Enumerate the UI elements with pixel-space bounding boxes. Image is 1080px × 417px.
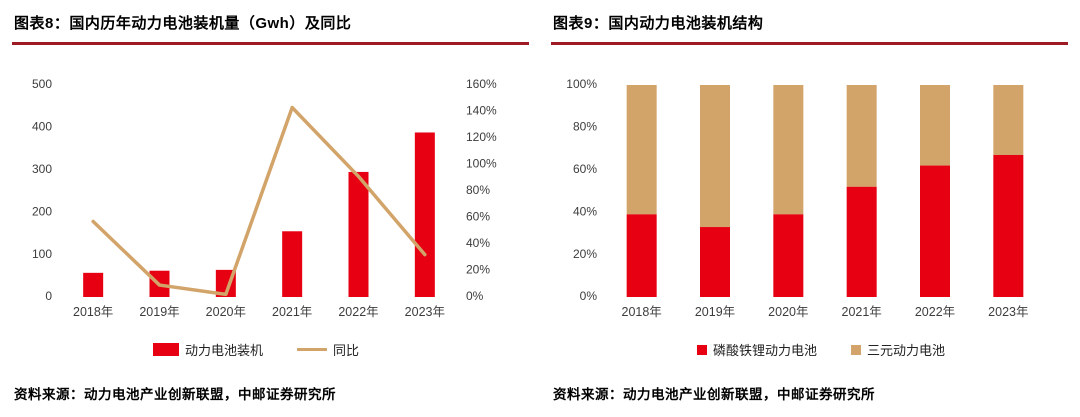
svg-text:2020年: 2020年: [206, 305, 246, 319]
svg-text:80%: 80%: [466, 183, 490, 197]
svg-text:2018年: 2018年: [73, 305, 113, 319]
figure8-source: 资料来源：动力电池产业创新联盟，中邮证券研究所: [14, 387, 336, 402]
svg-text:2020年: 2020年: [768, 305, 808, 319]
svg-text:120%: 120%: [466, 130, 497, 144]
svg-text:0%: 0%: [580, 289, 598, 303]
legend-item-yoy: 同比: [297, 340, 359, 359]
svg-text:500: 500: [32, 77, 52, 91]
svg-text:60%: 60%: [573, 162, 597, 176]
svg-text:2019年: 2019年: [139, 305, 179, 319]
svg-text:2022年: 2022年: [915, 305, 955, 319]
svg-text:160%: 160%: [466, 77, 497, 91]
svg-text:100: 100: [32, 247, 52, 261]
legend-item-ternary: 三元动力电池: [851, 340, 945, 359]
svg-text:2023年: 2023年: [405, 305, 445, 319]
figure9-panel: 图表9：国内动力电池装机结构 0% 20% 40% 60% 80% 100% 2018年 20…: [551, 0, 1068, 417]
svg-text:2018年: 2018年: [622, 305, 662, 319]
svg-text:80%: 80%: [573, 120, 597, 134]
figure9-source: 资料来源：动力电池产业创新联盟，中邮证券研究所: [553, 387, 875, 402]
svg-text:0: 0: [45, 289, 52, 303]
figure8-title: 图表8：国内历年动力电池装机量（Gwh）及同比: [14, 15, 352, 32]
svg-text:20%: 20%: [573, 247, 597, 261]
installations-combo-chart: 0 100 200 300 400 500 0% 20% 40% 60% 80% 100% 120% 14…: [16, 71, 529, 328]
svg-text:140%: 140%: [466, 104, 497, 118]
svg-text:100%: 100%: [566, 77, 597, 91]
svg-text:2021年: 2021年: [272, 305, 312, 319]
tan-line-swatch-icon: [297, 348, 327, 351]
legend-label-yoy: 同比: [333, 343, 360, 358]
structure-stacked-chart: 0% 20% 40% 60% 80% 100% 2018年 2019年 2020年 2021年 20…: [555, 71, 1068, 328]
figure9-title: 图表9：国内动力电池装机结构: [553, 15, 764, 32]
legend-item-installations: 动力电池装机: [152, 340, 263, 359]
legend-label-installations: 动力电池装机: [184, 343, 263, 358]
svg-text:300: 300: [32, 162, 52, 176]
svg-text:200: 200: [32, 204, 52, 218]
figure9-title-rule: [551, 42, 1068, 45]
red-bar-swatch-icon: [152, 343, 179, 356]
svg-text:0%: 0%: [466, 289, 484, 303]
svg-text:20%: 20%: [466, 263, 490, 277]
svg-text:2021年: 2021年: [842, 305, 882, 319]
svg-text:400: 400: [32, 120, 52, 134]
svg-text:2023年: 2023年: [988, 305, 1028, 319]
figure9-legend: 磷酸铁锂动力电池 三元动力电池: [601, 340, 1041, 359]
legend-label-lfp: 磷酸铁锂动力电池: [712, 343, 817, 358]
svg-text:60%: 60%: [466, 210, 490, 224]
tan-square-swatch-icon: [851, 344, 861, 355]
svg-text:2022年: 2022年: [338, 305, 378, 319]
legend-item-lfp: 磷酸铁锂动力电池: [696, 340, 817, 359]
legend-label-ternary: 三元动力电池: [867, 343, 946, 358]
red-square-swatch-icon: [696, 344, 707, 355]
svg-text:2019年: 2019年: [695, 305, 735, 319]
svg-text:40%: 40%: [466, 236, 490, 250]
figure8-panel: 图表8：国内历年动力电池装机量（Gwh）及同比 0 100 200 300 400 500…: [12, 0, 529, 417]
figure8-title-rule: [12, 42, 529, 45]
svg-text:100%: 100%: [466, 157, 497, 171]
figure8-legend: 动力电池装机 同比: [56, 340, 456, 359]
svg-text:40%: 40%: [573, 204, 597, 218]
